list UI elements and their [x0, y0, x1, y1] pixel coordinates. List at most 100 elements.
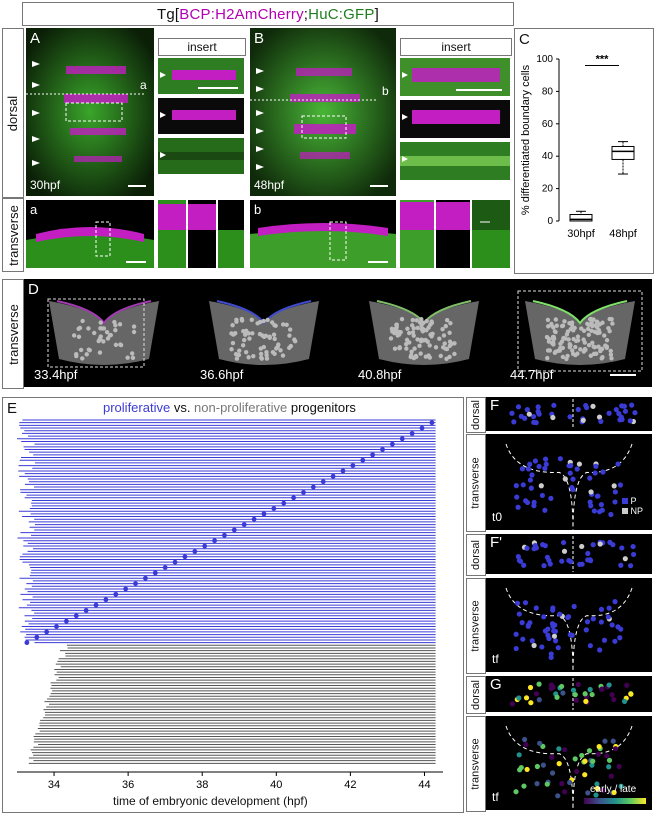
cell-dot	[618, 562, 624, 568]
cell-dot	[593, 463, 599, 469]
cell-dot	[573, 697, 579, 703]
d-cell	[441, 333, 447, 338]
d-cell	[261, 344, 267, 350]
d-cell	[582, 346, 588, 352]
cell-dot	[525, 623, 531, 629]
d-cell	[405, 326, 410, 331]
d-cell	[586, 332, 592, 338]
d-cell	[230, 340, 236, 346]
d-cell	[578, 347, 583, 352]
cell-dot	[598, 606, 605, 612]
cell-dot	[612, 499, 618, 505]
d-cell	[607, 328, 612, 334]
cell-dot	[531, 642, 537, 649]
cell-dot	[589, 691, 595, 698]
d-cell	[554, 323, 559, 328]
d-tissue	[525, 301, 635, 365]
cell-dot	[600, 787, 606, 794]
d-cell	[557, 348, 563, 353]
d-cell	[409, 349, 414, 354]
e-xtick-label: 34	[48, 779, 60, 791]
d-cell	[438, 353, 443, 359]
cell-dot	[559, 558, 565, 564]
panel-g-transverse: tf early / late	[486, 716, 652, 811]
d-cell	[395, 333, 400, 338]
d-cell	[566, 337, 571, 342]
panel-f-letter: F	[490, 397, 500, 414]
d-cell	[589, 320, 594, 326]
d-cell	[547, 348, 553, 353]
cell-dot	[518, 764, 524, 771]
d-cell	[101, 339, 106, 344]
d-cell	[573, 352, 578, 358]
cell-dot	[542, 628, 548, 634]
panel-g-letter: G	[490, 676, 502, 693]
cell-dot	[567, 414, 573, 420]
insert-b-2	[400, 100, 510, 138]
cell-dot	[542, 507, 548, 513]
cell-dot	[522, 600, 529, 606]
panel-d: D 33.4hpf 36.6hpf 40.8hpf 44.7hpf	[24, 279, 652, 387]
d-cell	[558, 341, 563, 347]
d-cell	[257, 319, 263, 325]
cell-dot	[588, 489, 594, 495]
cell-dot	[621, 698, 628, 704]
title-suffix: ]	[374, 5, 379, 23]
cell-dot	[534, 763, 540, 770]
panel-a-micrograph	[26, 28, 154, 196]
cell-dot	[609, 622, 615, 628]
cell-dot	[615, 461, 621, 467]
d-tissue	[49, 301, 159, 365]
cell-dot	[551, 633, 558, 639]
d-roi-1	[47, 298, 145, 368]
d-cell	[246, 331, 251, 336]
panel-e-xlabel: time of embryonic development (hpf)	[113, 794, 308, 808]
panel-b-t-crop-2	[436, 200, 470, 268]
cell-dot	[568, 463, 574, 469]
cell-dot	[532, 458, 538, 464]
d-cell	[84, 352, 89, 357]
cell-dot	[515, 404, 522, 410]
panel-b-letter: B	[254, 30, 265, 47]
c-ytick-label: 80	[542, 86, 554, 97]
d-cell	[419, 326, 424, 332]
cell-dot	[572, 756, 578, 762]
d-cell	[392, 327, 397, 332]
d-cell	[98, 334, 103, 339]
d-cell	[104, 330, 110, 335]
cell-dot	[528, 700, 534, 706]
d-cell	[258, 351, 264, 357]
cell-dot	[574, 768, 580, 775]
cell-dot	[536, 411, 542, 417]
cell-dot	[524, 545, 530, 551]
d-cell	[597, 322, 602, 327]
cell-dot	[586, 748, 593, 754]
d-cell	[409, 323, 415, 328]
d-cell	[421, 320, 426, 325]
legend-p-swatch	[622, 498, 628, 504]
panel-f-dorsal: F	[486, 397, 652, 431]
d-cell	[588, 316, 594, 322]
d-cell	[444, 356, 449, 361]
cell-dot	[606, 764, 612, 770]
cell-dot	[612, 599, 618, 605]
side-label-transverse-d: transverse	[2, 279, 24, 389]
d-cell	[551, 342, 556, 347]
d-cell	[243, 350, 249, 355]
panel-c-box: C 0 20 40 60 80 100 % differentiated boundary …	[514, 28, 654, 274]
cell-dot	[608, 773, 614, 779]
d-cell	[399, 316, 405, 322]
cell-dot	[567, 779, 573, 786]
cell-dot	[555, 645, 561, 651]
cell-dot	[571, 603, 577, 610]
panel-e-title-vs: vs.	[170, 400, 195, 415]
d-cell	[246, 355, 251, 360]
d-boundary	[56, 300, 152, 325]
panel-b-micrograph	[250, 28, 396, 196]
c-xtick-label: 48hpf	[609, 228, 637, 240]
cell-dot	[556, 761, 562, 767]
panel-a-t-crop-1	[158, 200, 186, 268]
title-prefix: Tg[	[157, 5, 180, 23]
cell-dot	[561, 548, 568, 554]
cell-dot	[559, 683, 565, 690]
